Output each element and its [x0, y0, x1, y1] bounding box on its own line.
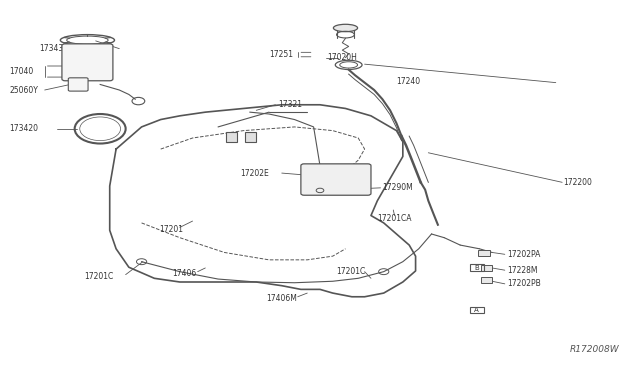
Text: 17290M: 17290M	[382, 183, 413, 192]
Text: 17228M: 17228M	[507, 266, 537, 275]
Text: 173420: 173420	[9, 124, 38, 133]
Text: 17321: 17321	[278, 100, 303, 109]
Bar	[481, 265, 492, 271]
Bar	[470, 307, 484, 313]
Text: 17040: 17040	[9, 67, 33, 76]
Bar	[481, 277, 492, 283]
Text: 17202PB: 17202PB	[507, 279, 540, 288]
Text: 25060Y: 25060Y	[9, 86, 38, 94]
Text: 172200: 172200	[563, 178, 592, 187]
Text: 17201C: 17201C	[336, 267, 365, 276]
Text: 17343: 17343	[40, 44, 64, 53]
FancyBboxPatch shape	[68, 78, 88, 91]
Bar	[226, 132, 237, 142]
Text: B: B	[226, 134, 230, 140]
Bar	[478, 250, 490, 256]
Text: A: A	[248, 134, 252, 140]
Text: B: B	[474, 264, 479, 270]
Text: 17251: 17251	[269, 50, 293, 59]
Text: 17406M: 17406M	[266, 295, 297, 304]
Text: 17240: 17240	[396, 77, 420, 86]
Text: 17202PA: 17202PA	[507, 250, 540, 259]
Ellipse shape	[333, 24, 358, 32]
Text: 17201: 17201	[159, 225, 184, 234]
Bar	[470, 264, 484, 271]
Text: R172008W: R172008W	[570, 345, 620, 354]
Text: 17201CA: 17201CA	[378, 214, 412, 222]
Text: A: A	[474, 307, 479, 313]
Text: 17202E: 17202E	[241, 169, 269, 177]
Text: 17020H: 17020H	[328, 53, 358, 62]
Text: 17406: 17406	[172, 269, 196, 278]
Bar	[245, 132, 256, 142]
FancyBboxPatch shape	[301, 164, 371, 195]
FancyBboxPatch shape	[62, 44, 113, 81]
Text: 17201C: 17201C	[84, 272, 113, 281]
